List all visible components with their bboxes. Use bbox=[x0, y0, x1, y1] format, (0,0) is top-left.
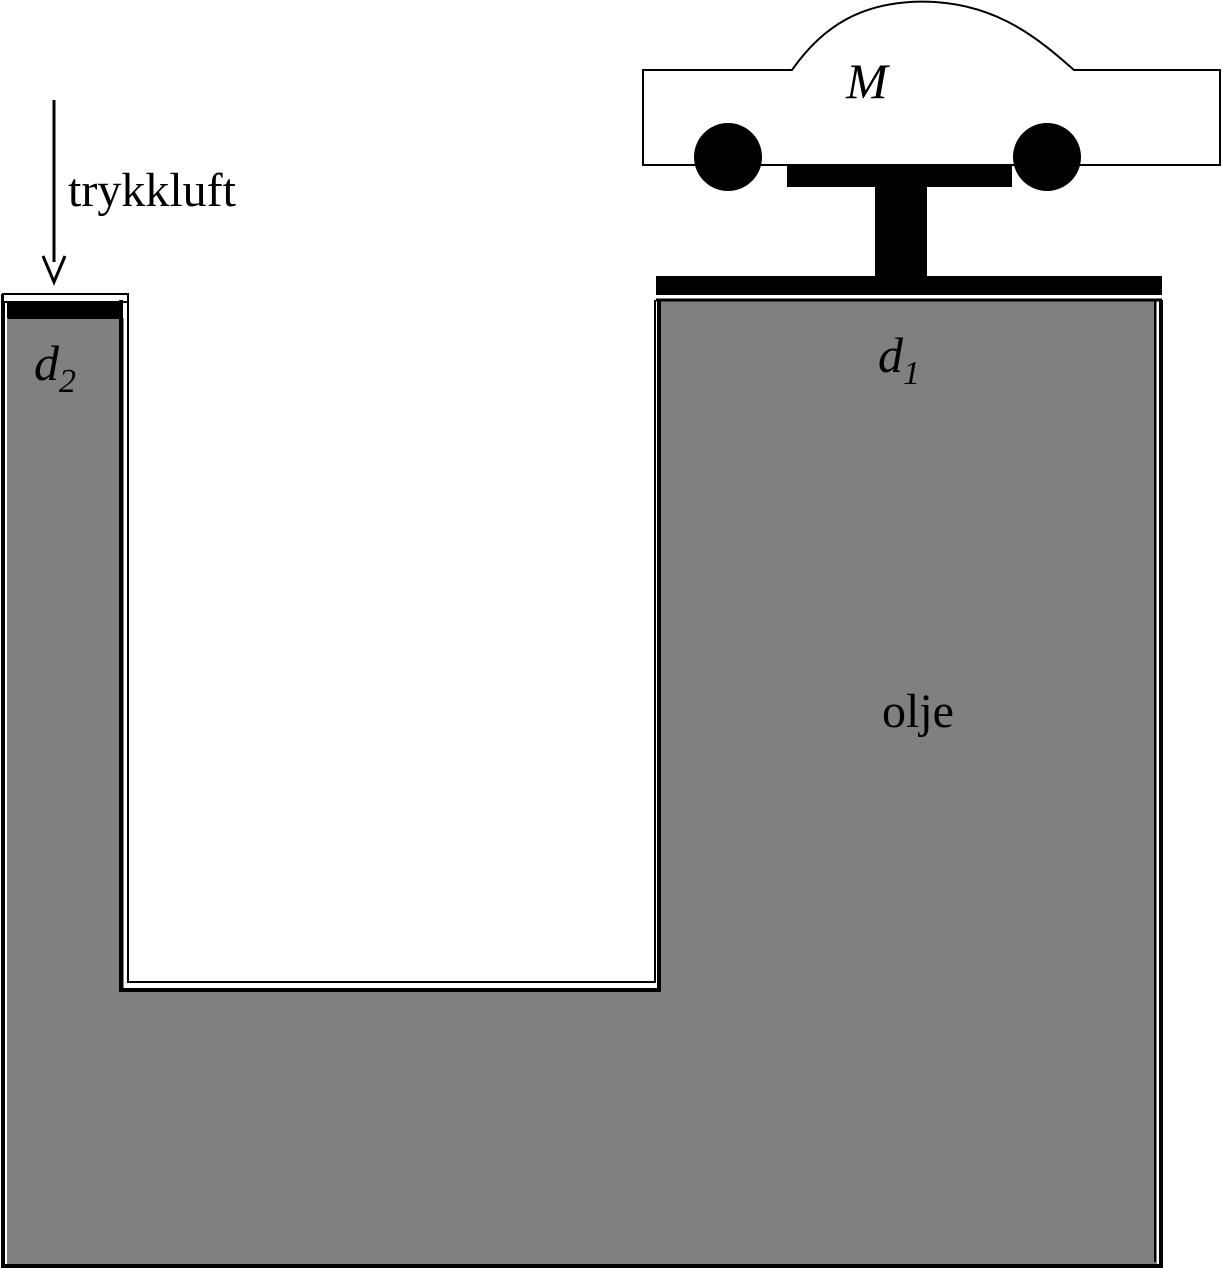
large-piston-subscript: 1 bbox=[903, 355, 920, 392]
small-piston bbox=[8, 302, 122, 319]
car-wheel-left bbox=[694, 123, 762, 191]
car-body bbox=[642, 0, 1221, 166]
air-arrow-head bbox=[41, 255, 67, 286]
lift-stem bbox=[875, 185, 927, 277]
large-piston bbox=[656, 276, 1162, 295]
large-piston-symbol: d bbox=[878, 327, 904, 383]
lift-platform bbox=[787, 166, 1012, 187]
oil-body bbox=[7, 300, 1157, 1264]
car-wheel-right bbox=[1013, 123, 1081, 191]
small-piston-symbol: d bbox=[34, 335, 60, 391]
small-tube-right-wall-inner bbox=[127, 294, 656, 983]
small-tube-right-wall bbox=[119, 300, 661, 992]
small-piston-subscript: 2 bbox=[59, 363, 76, 400]
large-piston-diameter-label: d1 bbox=[878, 327, 920, 392]
small-piston-diameter-label: d2 bbox=[34, 335, 76, 400]
vessel-wall-outer bbox=[1, 294, 1163, 1268]
mass-label: M bbox=[845, 53, 890, 109]
oil-label: olje bbox=[882, 685, 954, 738]
small-tube-rim bbox=[2, 293, 129, 303]
compressed-air-label: trykkluft bbox=[68, 164, 237, 217]
